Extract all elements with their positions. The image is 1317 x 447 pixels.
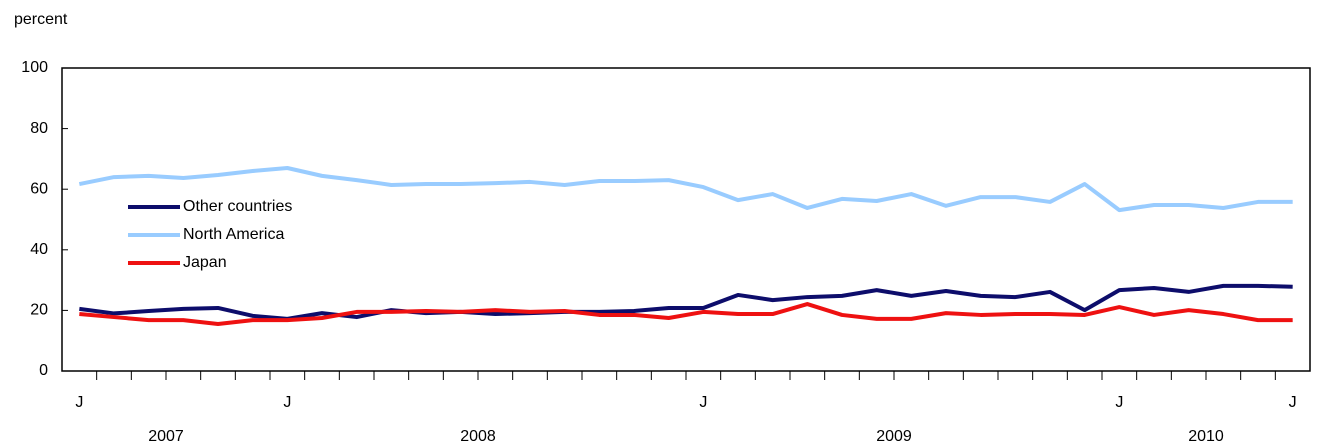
- y-tick-label: 0: [39, 362, 48, 379]
- legend-label: Japan: [183, 254, 227, 271]
- legend-label: Other countries: [183, 198, 292, 215]
- year-label: 2009: [876, 428, 912, 445]
- x-tick-label: J: [75, 394, 83, 411]
- y-tick-label: 80: [30, 120, 48, 137]
- year-label: 2007: [148, 428, 184, 445]
- y-tick-label: 20: [30, 302, 48, 319]
- year-label: 2010: [1188, 428, 1224, 445]
- y-tick-label: 40: [30, 241, 48, 258]
- y-tick-label: 60: [30, 180, 48, 197]
- x-tick-label: J: [1289, 394, 1297, 411]
- x-tick-label: J: [283, 394, 291, 411]
- year-label: 2008: [460, 428, 496, 445]
- y-tick-label: 100: [21, 59, 48, 76]
- x-tick-label: J: [699, 394, 707, 411]
- series-line: [79, 302, 1293, 327]
- legend-label: North America: [183, 226, 284, 243]
- y-axis-label: percent: [14, 11, 68, 28]
- series-line: [78, 165, 1293, 213]
- plot-frame: [61, 67, 1311, 372]
- x-tick-label: J: [1115, 394, 1123, 411]
